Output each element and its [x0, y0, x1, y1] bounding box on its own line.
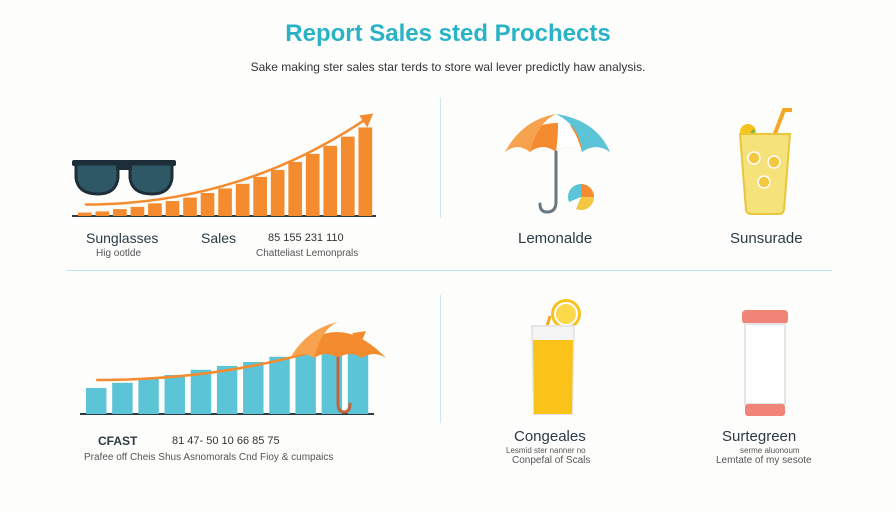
bottom-caption: Prafee off Cheis Shus Asnomorals Cnd Fio… [84, 452, 334, 463]
sales-label: Sales [201, 230, 237, 246]
bar [305, 153, 320, 216]
surtegreen-sub1: serme aluonoum [740, 446, 800, 455]
bar [216, 365, 238, 414]
pie-icon [568, 184, 594, 210]
horizontal-divider [66, 270, 832, 271]
sunglasses-sublabel: Hig ootlde [96, 248, 142, 259]
surtegreen-sub2: Lemtate of my sesote [716, 455, 812, 466]
bar [138, 378, 159, 414]
bar [113, 209, 127, 216]
umbrella-icon [505, 114, 610, 214]
top-left-bar-chart [72, 113, 376, 217]
sales-numbers-caption: Chatteliast Lemonprals [256, 248, 359, 259]
trend-line [84, 118, 367, 206]
congeales-sub2: Conpefal of Scals [512, 455, 591, 466]
page-subtitle: Sake making ster sales star terds to sto… [250, 60, 646, 74]
page-title: Report Sales sted Prochects [285, 20, 611, 47]
bar [164, 375, 185, 414]
vertical-divider-top [440, 98, 441, 218]
trend-arrowhead [359, 113, 374, 128]
lemonade-glass-icon [530, 299, 581, 415]
sunscreen-tube-icon [742, 310, 788, 416]
sales-numbers: 85 155 231 110 [268, 232, 344, 244]
bar [288, 161, 303, 216]
bar [190, 369, 212, 414]
bar [340, 136, 355, 216]
bar [200, 193, 215, 216]
sunglasses-label: Sunglasses [86, 230, 159, 246]
bar [323, 145, 338, 216]
sunsurade-label: Sunsurade [730, 230, 803, 247]
lemonade-glass-icon [738, 108, 792, 215]
bottom-numbers: 81 47- 50 10 66 85 75 [172, 435, 280, 447]
bar [347, 345, 369, 414]
sunglasses-icon [72, 160, 176, 196]
umbrella-icon [290, 322, 386, 414]
bar [243, 362, 264, 414]
bar [270, 170, 285, 216]
congeales-sub1: Lesmid ster nanner no [506, 446, 586, 455]
bar [130, 206, 145, 216]
bar [183, 197, 197, 216]
bar [78, 212, 92, 216]
bar [218, 188, 232, 216]
bar [269, 356, 290, 414]
cfast-label: CFAST [98, 434, 138, 448]
bar [295, 352, 316, 414]
bar [95, 211, 110, 216]
bar [86, 388, 107, 414]
vertical-divider-bottom [440, 295, 441, 423]
bottom-left-bar-chart [80, 331, 374, 415]
bar [112, 382, 133, 414]
bar [165, 201, 180, 216]
lemonade-label: Lemonalde [518, 230, 593, 247]
bar [148, 203, 162, 216]
bar [358, 127, 373, 216]
congeales-label: Congeales [514, 428, 586, 445]
bar [253, 176, 267, 216]
surtegreen-label: Surtegreen [722, 428, 797, 445]
bar [235, 183, 250, 216]
